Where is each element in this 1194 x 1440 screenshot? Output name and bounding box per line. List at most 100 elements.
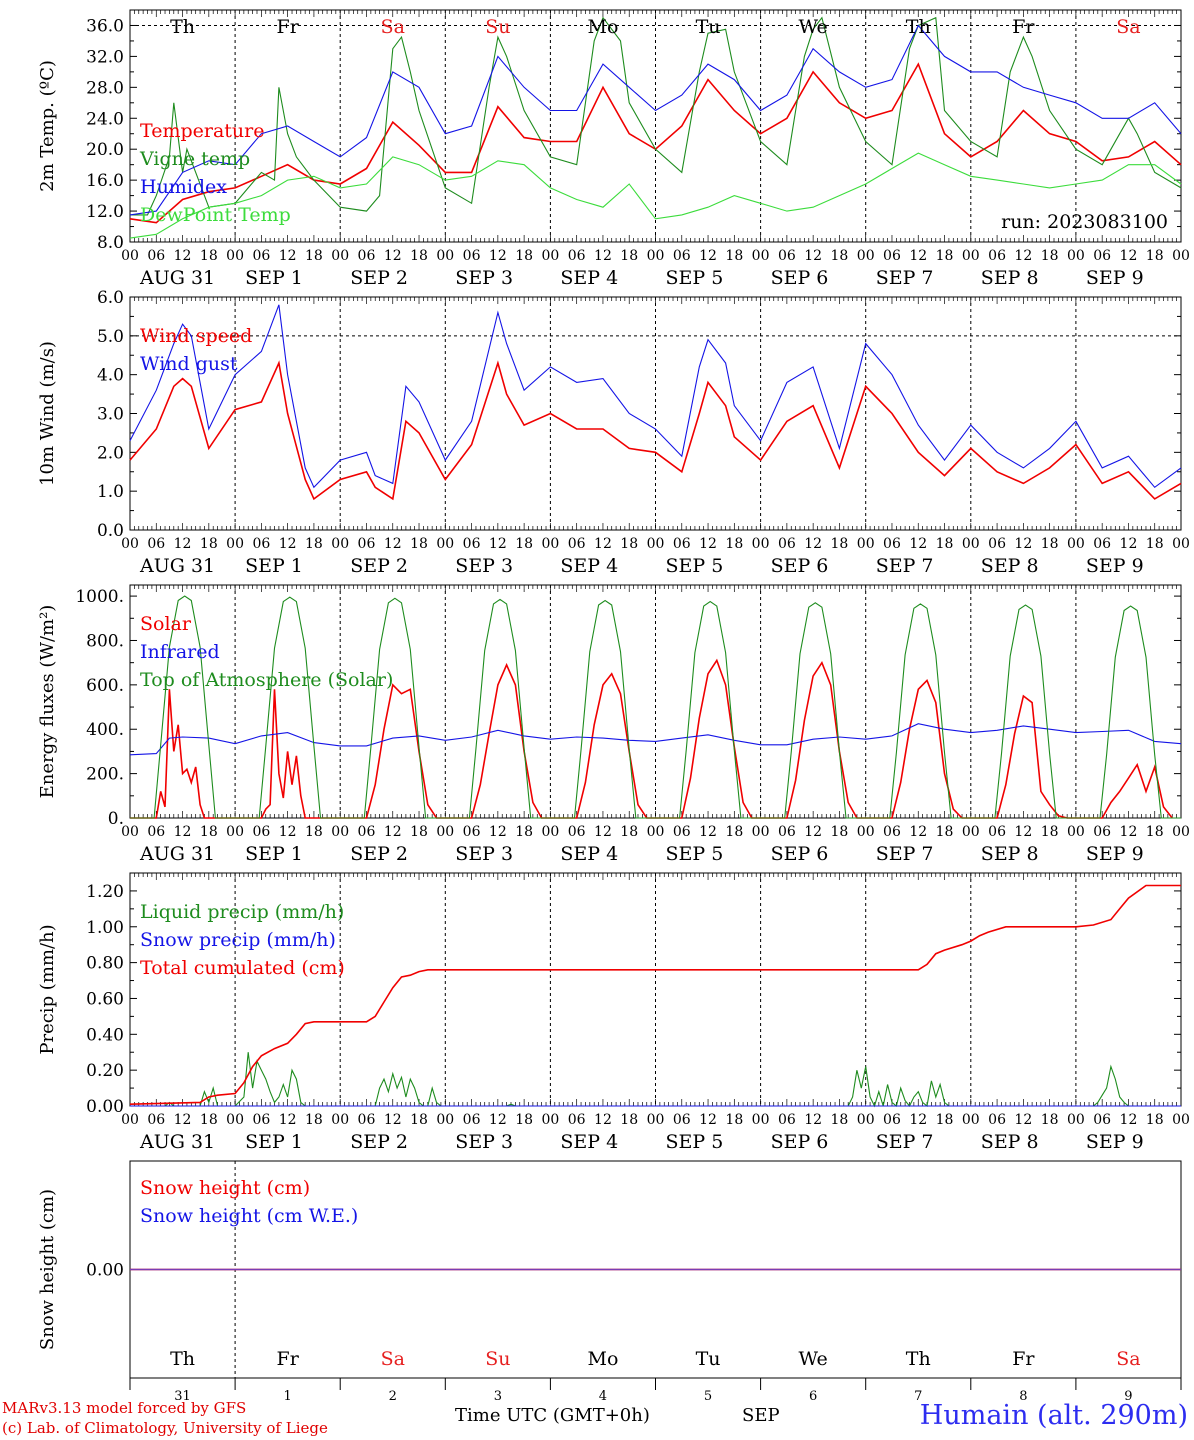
hour-tick-label: 06 bbox=[463, 1112, 481, 1128]
day-number: 2 bbox=[389, 1389, 397, 1404]
hour-tick-label: 12 bbox=[1120, 1112, 1138, 1128]
date-label: SEP 1 bbox=[245, 1131, 303, 1153]
hour-tick-label: 12 bbox=[279, 824, 297, 840]
date-label: SEP 9 bbox=[1086, 843, 1144, 865]
hour-tick-label: 06 bbox=[463, 248, 481, 264]
series-infrared bbox=[129, 723, 1182, 756]
series-total-cumulated-cm bbox=[129, 884, 1181, 1105]
hour-tick-label: 12 bbox=[804, 248, 822, 264]
date-label: SEP 9 bbox=[1086, 555, 1144, 577]
hour-tick-label: 00 bbox=[436, 248, 454, 264]
hour-tick-label: 00 bbox=[647, 1112, 665, 1128]
hour-tick-label: 18 bbox=[1146, 1112, 1164, 1128]
hour-tick-label: 18 bbox=[831, 1112, 849, 1128]
hour-tick-label: 06 bbox=[463, 536, 481, 552]
hour-tick-label: 00 bbox=[226, 536, 244, 552]
series-wind-speed bbox=[129, 360, 1182, 501]
hour-tick-label: 06 bbox=[568, 824, 586, 840]
day-name: Fr bbox=[1012, 16, 1035, 38]
date-label: SEP 2 bbox=[350, 1131, 408, 1153]
hour-tick-label: 12 bbox=[1120, 824, 1138, 840]
hour-tick-label: 18 bbox=[200, 824, 218, 840]
hour-tick-label: 00 bbox=[541, 248, 559, 264]
hour-tick-label: 18 bbox=[515, 824, 533, 840]
y-tick-label: 36.0 bbox=[86, 16, 124, 36]
hour-tick-label: 06 bbox=[147, 824, 165, 840]
hour-tick-label: 18 bbox=[936, 536, 954, 552]
hour-tick-label: 06 bbox=[147, 248, 165, 264]
day-name: Fr bbox=[1012, 1348, 1035, 1370]
y-tick-label: 6.0 bbox=[97, 288, 124, 308]
day-name: Th bbox=[170, 16, 195, 38]
y-axis-label: 10m Wind (m/s) bbox=[37, 341, 58, 486]
hour-tick-label: 00 bbox=[121, 248, 139, 264]
series-liquid-precip-mm-h bbox=[130, 1052, 1181, 1108]
legend-entry: Vigne temp bbox=[139, 148, 250, 170]
y-tick-label: 0.20 bbox=[86, 1061, 124, 1081]
panel-5: 0.00 Snow height (cm) Snow height (cm) Snow… bbox=[37, 1160, 1182, 1404]
hour-tick-label: 18 bbox=[1041, 248, 1059, 264]
hour-tick-label: 00 bbox=[962, 536, 980, 552]
hour-tick-label: 06 bbox=[252, 824, 270, 840]
date-label: SEP 8 bbox=[981, 555, 1039, 577]
hour-tick-label: 00 bbox=[1172, 824, 1190, 840]
hour-tick-label: 00 bbox=[1172, 536, 1190, 552]
hour-tick-label: 00 bbox=[1172, 248, 1190, 264]
date-label: SEP 1 bbox=[245, 267, 303, 289]
hour-tick-label: 06 bbox=[988, 824, 1006, 840]
hour-tick-label: 00 bbox=[1067, 1112, 1085, 1128]
legend-entry: Wind gust bbox=[140, 353, 238, 375]
hour-tick-label: 06 bbox=[778, 536, 796, 552]
y-tick-label: 1.0 bbox=[97, 482, 124, 502]
hour-tick-label: 12 bbox=[174, 248, 192, 264]
hour-tick-label: 00 bbox=[1067, 536, 1085, 552]
hour-tick-label: 06 bbox=[778, 824, 796, 840]
day-number: 9 bbox=[1124, 1389, 1132, 1404]
date-label: SEP 2 bbox=[350, 555, 408, 577]
hour-tick-label: 12 bbox=[1014, 824, 1032, 840]
y-tick-label: 0.40 bbox=[86, 1025, 124, 1045]
hour-tick-label: 18 bbox=[410, 1112, 428, 1128]
hour-tick-label: 18 bbox=[620, 1112, 638, 1128]
hour-tick-label: 00 bbox=[647, 536, 665, 552]
y-tick-label: 0. bbox=[108, 809, 124, 829]
hour-tick-label: 18 bbox=[620, 248, 638, 264]
legend-entry: Liquid precip (mm/h) bbox=[140, 901, 344, 923]
date-label: SEP 6 bbox=[771, 267, 829, 289]
date-label: AUG 31 bbox=[139, 267, 215, 289]
date-label: SEP 1 bbox=[245, 843, 303, 865]
hour-tick-label: 12 bbox=[909, 1112, 927, 1128]
y-tick-label: 600. bbox=[86, 676, 124, 696]
hour-tick-label: 18 bbox=[515, 1112, 533, 1128]
legend-entry: Wind speed bbox=[140, 325, 252, 347]
y-axis-label: 2m Temp. (ºC) bbox=[37, 60, 58, 192]
date-label: SEP 4 bbox=[560, 1131, 618, 1153]
date-label: SEP 9 bbox=[1086, 1131, 1144, 1153]
hour-tick-label: 12 bbox=[804, 536, 822, 552]
date-label: SEP 9 bbox=[1086, 267, 1144, 289]
day-name: Mo bbox=[587, 16, 618, 38]
model-credit: MARv3.13 model forced by GFS bbox=[2, 1399, 247, 1417]
hour-tick-label: 18 bbox=[1146, 536, 1164, 552]
y-tick-label: 1000. bbox=[75, 587, 124, 607]
day-name: Fr bbox=[277, 16, 300, 38]
hour-tick-label: 18 bbox=[936, 824, 954, 840]
date-label: SEP 7 bbox=[876, 267, 934, 289]
hour-tick-label: 06 bbox=[568, 248, 586, 264]
hour-tick-label: 12 bbox=[909, 536, 927, 552]
hour-tick-label: 12 bbox=[174, 1112, 192, 1128]
date-label: SEP 4 bbox=[560, 843, 618, 865]
y-tick-label: 0.00 bbox=[86, 1261, 124, 1281]
day-name: Sa bbox=[381, 16, 405, 38]
hour-tick-label: 06 bbox=[568, 1112, 586, 1128]
hour-tick-label: 12 bbox=[279, 248, 297, 264]
legend-entry: Temperature bbox=[140, 120, 264, 142]
day-number: 31 bbox=[174, 1389, 191, 1404]
hour-tick-label: 12 bbox=[489, 1112, 507, 1128]
day-number: 6 bbox=[809, 1389, 817, 1404]
date-label: SEP 5 bbox=[666, 1131, 724, 1153]
series-wind-gust bbox=[129, 304, 1182, 489]
hour-tick-label: 18 bbox=[936, 1112, 954, 1128]
date-label: SEP 3 bbox=[455, 843, 513, 865]
